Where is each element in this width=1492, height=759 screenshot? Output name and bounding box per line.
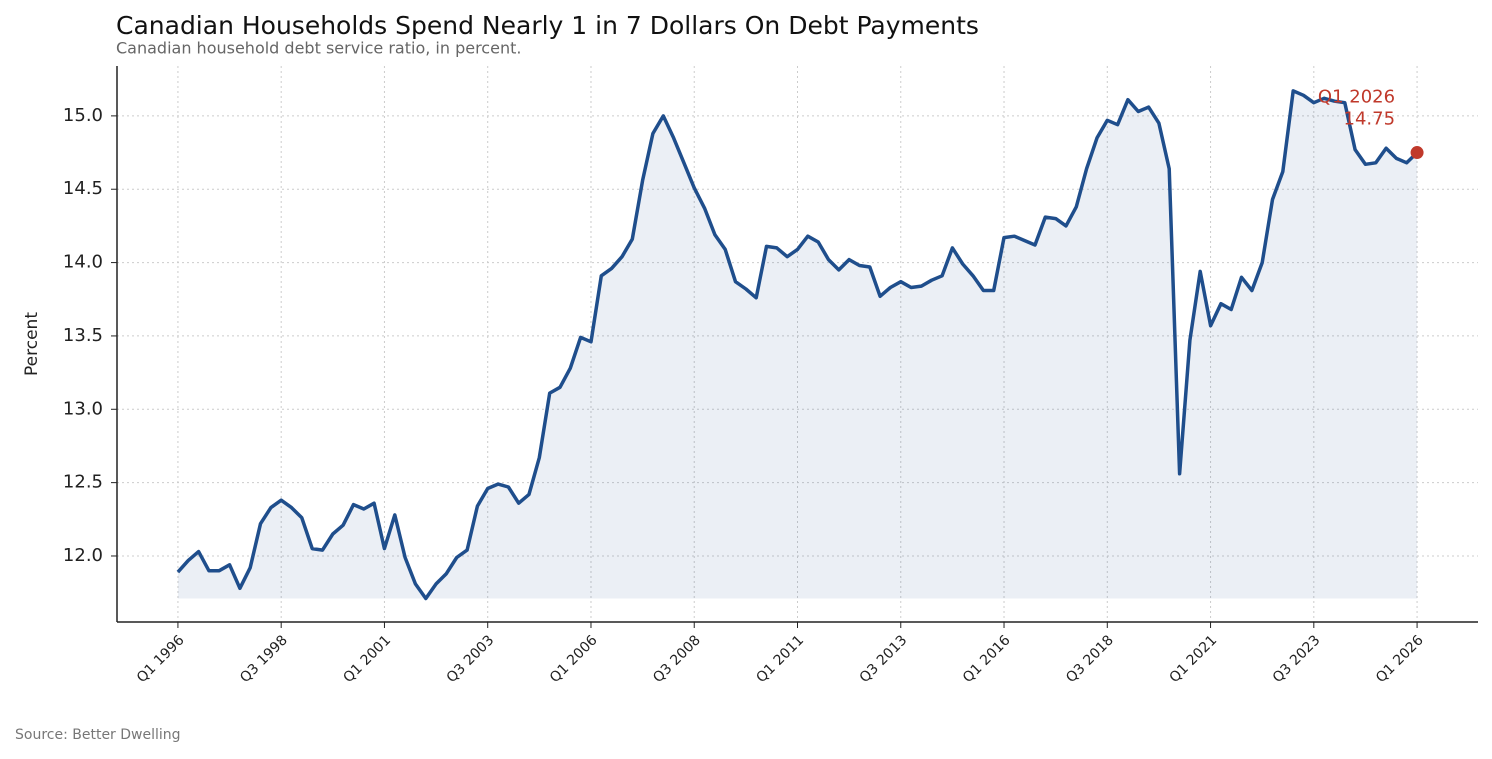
source: Source: Better Dwelling <box>15 727 181 743</box>
y-tick-label: 12.0 <box>63 545 103 566</box>
x-tick-label: Q3 2023 <box>1270 632 1324 686</box>
x-tick-label: Q1 2011 <box>753 632 807 686</box>
x-tick-label: Q1 1996 <box>134 632 188 686</box>
y-tick-label: 14.0 <box>63 252 103 273</box>
y-tick-label: 12.5 <box>63 472 103 493</box>
annotation-value: 14.75 <box>1344 109 1396 130</box>
y-tick-label: 13.5 <box>63 325 103 346</box>
chart-title: Canadian Households Spend Nearly 1 in 7 … <box>116 11 979 40</box>
line <box>176 89 1419 601</box>
x-tick-label: Q3 2018 <box>1063 632 1117 686</box>
x-tick-label: Q1 2006 <box>547 632 601 686</box>
x-tick-label: Q1 2001 <box>340 632 394 686</box>
area <box>177 90 1418 599</box>
y-tick-label: 13.0 <box>63 398 103 419</box>
y-axis-label: Percent <box>22 312 42 376</box>
x-tick-label: Q1 2021 <box>1166 632 1220 686</box>
annotation-label: Q1 2026 <box>1318 87 1395 108</box>
last-point <box>1410 146 1424 160</box>
x-tick-label: Q1 2016 <box>960 632 1014 686</box>
x-tick-label: Q3 1998 <box>237 632 291 686</box>
x-tick-label: Q3 2003 <box>444 632 498 686</box>
x-tick-label: Q1 2026 <box>1373 632 1427 686</box>
y-tick-label: 15.0 <box>63 105 103 126</box>
chart-subtitle: Canadian household debt service ratio, i… <box>116 39 521 58</box>
x-tick-label: Q3 2008 <box>650 632 704 686</box>
y-tick-label: 14.5 <box>63 178 103 199</box>
x-tick-label: Q3 2013 <box>857 632 911 686</box>
